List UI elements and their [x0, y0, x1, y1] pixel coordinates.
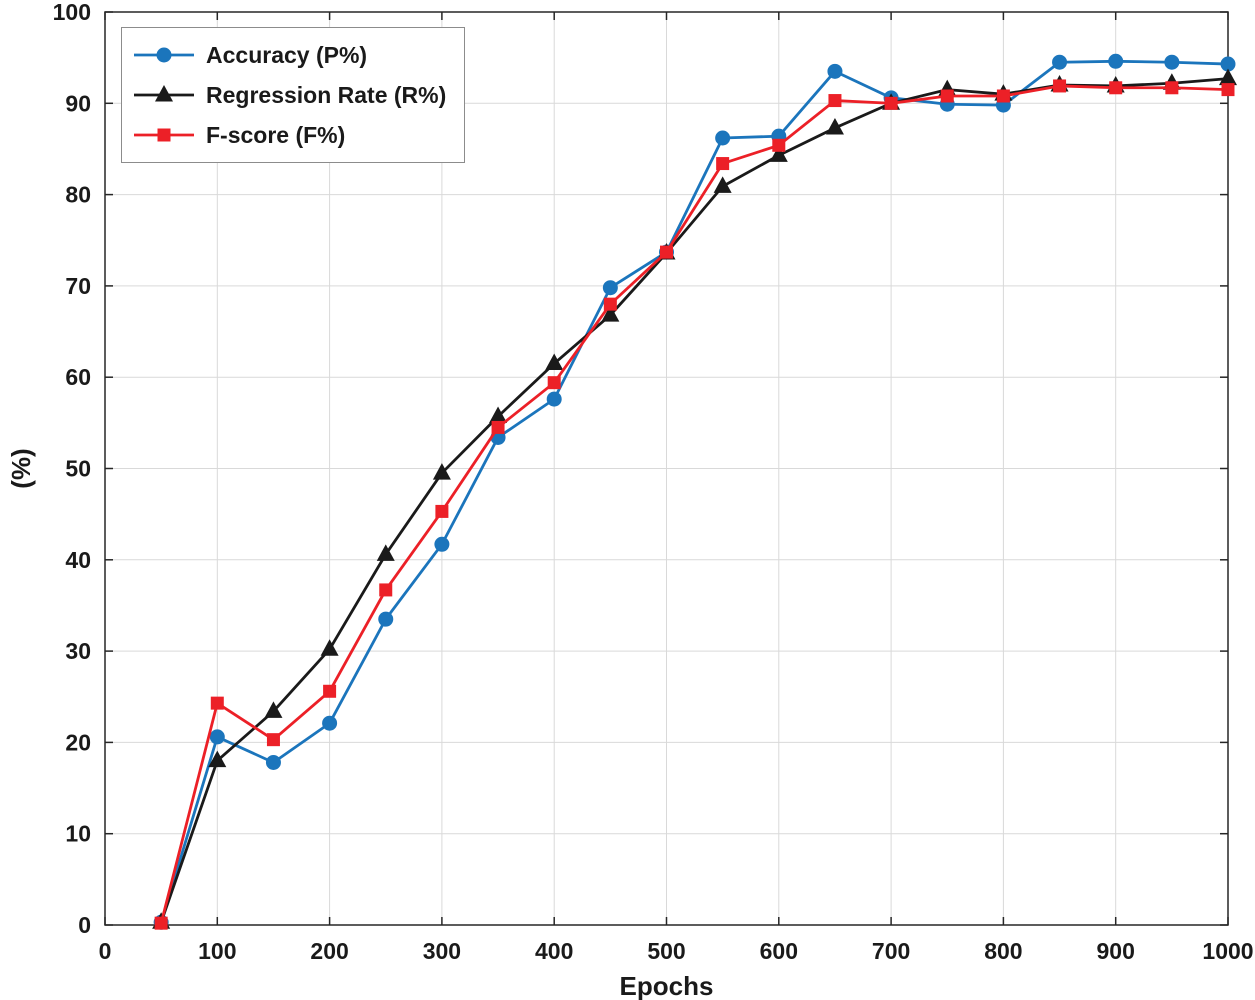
- x-tick-label: 200: [310, 938, 348, 964]
- series-0: [153, 53, 1236, 930]
- x-tick-label: 800: [984, 938, 1022, 964]
- legend-entry-regression-rate: Regression Rate (R%): [132, 76, 446, 114]
- y-tick-label: 30: [65, 638, 91, 664]
- y-tick-label: 50: [65, 456, 91, 482]
- legend-label-regression-rate: Regression Rate (R%): [206, 81, 447, 108]
- series-2: [154, 79, 1235, 930]
- x-axis-label: Epochs: [620, 971, 714, 1000]
- legend-label-accuracy: Accuracy (P%): [206, 41, 368, 68]
- y-axis-label: (%): [6, 448, 36, 488]
- y-tick-label: 70: [65, 273, 91, 299]
- x-tick-label: 700: [872, 938, 910, 964]
- legend-sample-regression-rate-icon: [134, 85, 194, 102]
- legend: Accuracy (P%) Regression Rate (R%) F-sco…: [121, 27, 466, 163]
- y-tick-label: 40: [65, 547, 91, 573]
- legend-entry-accuracy: Accuracy (P%): [132, 36, 446, 74]
- x-tick-label: 1000: [1202, 938, 1253, 964]
- x-tick-label: 500: [647, 938, 685, 964]
- y-tick-label: 20: [65, 729, 91, 755]
- x-tick-label: 0: [99, 938, 112, 964]
- y-tick-label: 100: [53, 0, 91, 25]
- x-tick-label: 600: [760, 938, 798, 964]
- x-tick-label: 400: [535, 938, 573, 964]
- y-tick-label: 80: [65, 182, 91, 208]
- x-tick-label: 900: [1097, 938, 1135, 964]
- legend-sample-accuracy-icon: [134, 47, 194, 63]
- legend-label-fscore: F-score (F%): [206, 121, 346, 148]
- y-tick-label: 0: [78, 912, 91, 938]
- y-tick-label: 90: [65, 90, 91, 116]
- y-tick-label: 60: [65, 364, 91, 390]
- legend-entry-fscore: F-score (F%): [132, 116, 446, 154]
- y-tick-label: 10: [65, 821, 91, 847]
- legend-sample-fscore-icon: [134, 128, 194, 142]
- x-tick-label: 300: [423, 938, 461, 964]
- x-tick-label: 100: [198, 938, 236, 964]
